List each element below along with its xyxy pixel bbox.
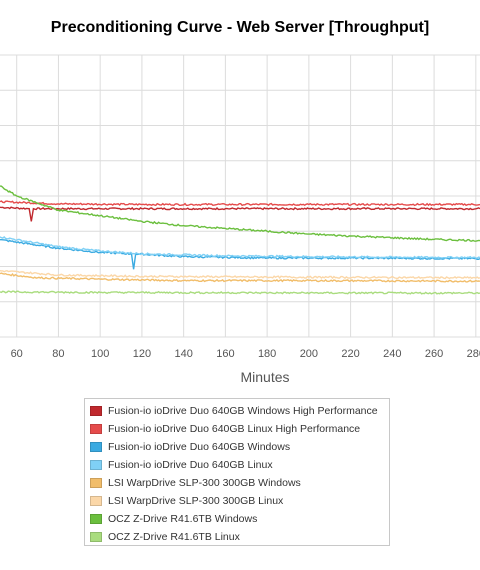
x-tick-label: 180 [258, 348, 276, 360]
legend-swatch [90, 442, 102, 452]
legend-swatch [90, 424, 102, 434]
x-tick-label: 240 [383, 348, 401, 360]
legend-item: Fusion-io ioDrive Duo 640GB Windows High… [90, 402, 389, 420]
x-tick-label: 280 [467, 348, 480, 360]
legend-swatch [90, 478, 102, 488]
legend-label: Fusion-io ioDrive Duo 640GB Linux High P… [108, 423, 361, 435]
plot-area: 60 80 100 120 140 160 180 200 220 240 260 280 Minut… [0, 54, 480, 385]
legend-item: LSI WarpDrive SLP-300 300GB Windows [90, 474, 389, 492]
x-tick-label: 160 [216, 348, 234, 360]
legend-item: OCZ Z-Drive R41.6TB Linux [90, 528, 389, 546]
legend-label: Fusion-io ioDrive Duo 640GB Windows [108, 441, 291, 453]
legend-swatch [90, 532, 102, 542]
legend-item: OCZ Z-Drive R41.6TB Windows [90, 510, 389, 528]
series-lines [0, 185, 480, 295]
x-tick-label: 220 [341, 348, 359, 360]
chart-title: Preconditioning Curve - Web Server [Thro… [50, 19, 430, 36]
grid [0, 54, 480, 338]
series-line [0, 200, 480, 207]
x-tick-label: 200 [300, 348, 318, 360]
series-line [0, 269, 480, 280]
legend-swatch [90, 514, 102, 524]
x-tick-label: 120 [133, 348, 151, 360]
series-line [0, 236, 480, 260]
legend-label: LSI WarpDrive SLP-300 300GB Linux [108, 495, 284, 507]
legend-label: OCZ Z-Drive R41.6TB Windows [108, 513, 258, 525]
x-tick-labels: 60 80 100 120 140 160 180 200 220 240 260 280 [11, 348, 480, 360]
series-line [0, 290, 480, 295]
x-tick-label: 140 [174, 348, 192, 360]
series-line [0, 272, 480, 283]
x-axis-label: Minutes [240, 369, 289, 385]
x-tick-label: 80 [52, 348, 64, 360]
series-line [0, 239, 480, 270]
legend-item: Fusion-io ioDrive Duo 640GB Windows [90, 438, 389, 456]
legend-item: LSI WarpDrive SLP-300 300GB Linux [90, 492, 389, 510]
legend-label: OCZ Z-Drive R41.6TB Linux [108, 531, 240, 543]
legend-label: Fusion-io ioDrive Duo 640GB Linux [108, 459, 273, 471]
legend-swatch [90, 460, 102, 470]
legend-label: LSI WarpDrive SLP-300 300GB Windows [108, 477, 301, 489]
legend-item: Fusion-io ioDrive Duo 640GB Linux High P… [90, 420, 389, 438]
legend-item: Fusion-io ioDrive Duo 640GB Linux [90, 456, 389, 474]
x-tick-label: 100 [91, 348, 109, 360]
x-tick-label: 60 [11, 348, 23, 360]
legend-swatch [90, 496, 102, 506]
series-line [0, 206, 480, 222]
x-tick-label: 260 [425, 348, 443, 360]
legend: Fusion-io ioDrive Duo 640GB Windows High… [84, 398, 390, 546]
legend-label: Fusion-io ioDrive Duo 640GB Windows High… [108, 405, 378, 417]
series-line [0, 185, 480, 242]
legend-swatch [90, 406, 102, 416]
